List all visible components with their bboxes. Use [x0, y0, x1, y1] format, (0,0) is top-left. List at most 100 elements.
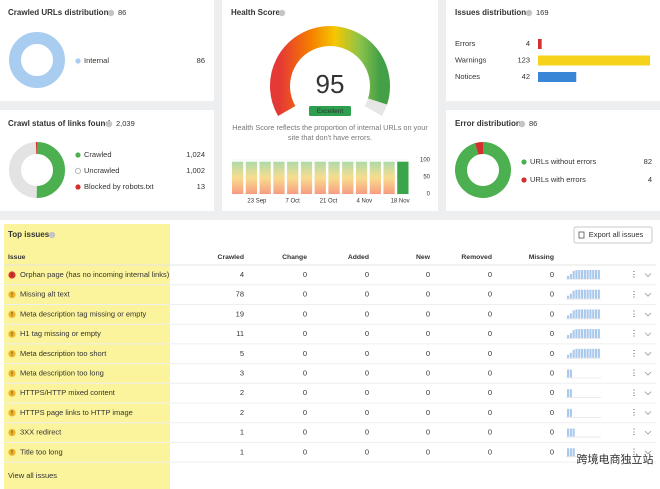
- row-expand[interactable]: [644, 332, 652, 337]
- x-tick-label: 23 Sep: [247, 199, 267, 205]
- sparkline-bar: [572, 271, 575, 279]
- severity-icon: [8, 271, 16, 279]
- sparkline-bar: [595, 270, 598, 279]
- issue-name[interactable]: Meta description tag missing or empty: [20, 309, 147, 318]
- help-icon: [48, 231, 56, 239]
- cell-value: 19: [236, 309, 244, 318]
- legend-dot: [75, 184, 81, 190]
- issue-name[interactable]: 3XX redirect: [20, 428, 62, 437]
- health-description: Health Score reflects the proportion of …: [232, 123, 428, 142]
- row-expand[interactable]: [644, 273, 652, 278]
- row-expand[interactable]: [644, 312, 652, 317]
- issue-name[interactable]: HTTPS/HTTP mixed content: [20, 388, 116, 397]
- sparkline-bar: [567, 295, 570, 299]
- row-menu[interactable]: ⋮: [630, 270, 638, 279]
- row-menu[interactable]: ⋮: [630, 290, 638, 299]
- row-menu[interactable]: ⋮: [630, 428, 638, 437]
- row-expand[interactable]: [644, 352, 652, 356]
- severity-mark: !: [11, 352, 13, 358]
- row-expand[interactable]: [644, 430, 652, 435]
- issue-name[interactable]: Missing alt text: [20, 290, 71, 299]
- sparkline-bar: [572, 310, 575, 319]
- sparkline-bar: [578, 270, 581, 279]
- sparkline-bar: [583, 270, 586, 279]
- severity-mark: !: [11, 450, 13, 456]
- severity-icon: [8, 448, 16, 456]
- issue-name[interactable]: Meta description too long: [20, 368, 104, 377]
- donut-segment: [9, 32, 65, 88]
- cell-value: 0: [303, 428, 307, 437]
- cell-value: 0: [488, 428, 492, 437]
- footer-link[interactable]: View all issues: [8, 471, 57, 480]
- sparkline-bar: [586, 309, 589, 319]
- sparkline-bar: [569, 313, 572, 319]
- sparkline-bar: [589, 329, 592, 339]
- row-menu[interactable]: ⋮: [630, 447, 638, 456]
- row-menu[interactable]: ⋮: [630, 388, 638, 397]
- issue-name[interactable]: HTTPS page links to HTTP image: [20, 408, 133, 417]
- legend-dot: [74, 167, 82, 175]
- rating: Excellent: [317, 108, 344, 115]
- row-menu[interactable]: ⋮: [630, 408, 638, 417]
- issue-bar: [538, 55, 650, 66]
- legend-value: 1,002: [186, 166, 205, 175]
- cell-value: 0: [365, 290, 369, 299]
- row-menu[interactable]: ⋮: [630, 349, 638, 358]
- issue-bar: [538, 39, 542, 49]
- row-expand[interactable]: [644, 391, 652, 396]
- cell-value: 0: [303, 447, 307, 456]
- issue-name[interactable]: Meta description too short: [20, 349, 107, 358]
- cell-value: 0: [303, 309, 307, 318]
- cell-value: 2: [240, 388, 244, 397]
- cell-value: 0: [365, 329, 369, 338]
- row-expand[interactable]: [644, 450, 652, 455]
- card-count: 169: [536, 8, 549, 17]
- cell-value: 4: [240, 270, 244, 279]
- cell-value: 78: [236, 290, 244, 299]
- row-menu[interactable]: ⋮: [630, 329, 638, 338]
- card-count: 2,039: [116, 119, 135, 128]
- sparkline-bar: [569, 408, 572, 417]
- cell-value: 0: [488, 329, 492, 338]
- history-bar: [355, 161, 368, 194]
- sparkline-bar: [581, 309, 584, 319]
- sparkline-bar: [589, 309, 592, 319]
- cell-value: 0: [365, 309, 369, 318]
- cell-value: 0: [426, 309, 430, 318]
- sparkline-bar: [572, 349, 575, 358]
- issue-name[interactable]: H1 tag missing or empty: [20, 329, 101, 338]
- issue-name[interactable]: Title too long: [20, 447, 63, 456]
- cell-value: 0: [488, 290, 492, 299]
- issue-bar: [538, 72, 577, 82]
- help-icon: [105, 120, 113, 128]
- row-menu[interactable]: ⋮: [630, 369, 638, 378]
- severity-icon: [8, 350, 16, 358]
- export-button[interactable]: [573, 226, 653, 244]
- sparkline-bar: [583, 329, 586, 339]
- issue-count: 42: [522, 72, 530, 81]
- row-menu[interactable]: ⋮: [630, 310, 638, 319]
- sparkline-bar: [575, 289, 578, 299]
- cell-value: 0: [550, 408, 554, 417]
- section-title: Top issues: [8, 230, 50, 239]
- sparkline-bar: [569, 389, 572, 398]
- cell-value: 0: [488, 408, 492, 417]
- donut-segment: [36, 142, 65, 198]
- cell-value: 0: [550, 368, 554, 377]
- issue-name[interactable]: Orphan page (has no incoming internal li…: [20, 270, 170, 279]
- sparkline-bar: [595, 289, 598, 299]
- history-bar: [383, 161, 395, 194]
- donut-segment: [474, 142, 484, 155]
- sparkline-bar: [567, 428, 570, 437]
- cell-value: 0: [303, 270, 307, 279]
- cell-value: 0: [303, 388, 307, 397]
- sparkline-bar: [589, 270, 592, 279]
- row-expand[interactable]: [644, 371, 652, 376]
- rating-badge: [309, 106, 351, 116]
- severity-mark: !: [11, 371, 13, 377]
- cell-value: 0: [365, 368, 369, 377]
- cell-value: 0: [303, 329, 307, 338]
- export-label: Export all issues: [589, 230, 644, 239]
- row-expand[interactable]: [644, 411, 652, 415]
- row-expand[interactable]: [644, 292, 652, 297]
